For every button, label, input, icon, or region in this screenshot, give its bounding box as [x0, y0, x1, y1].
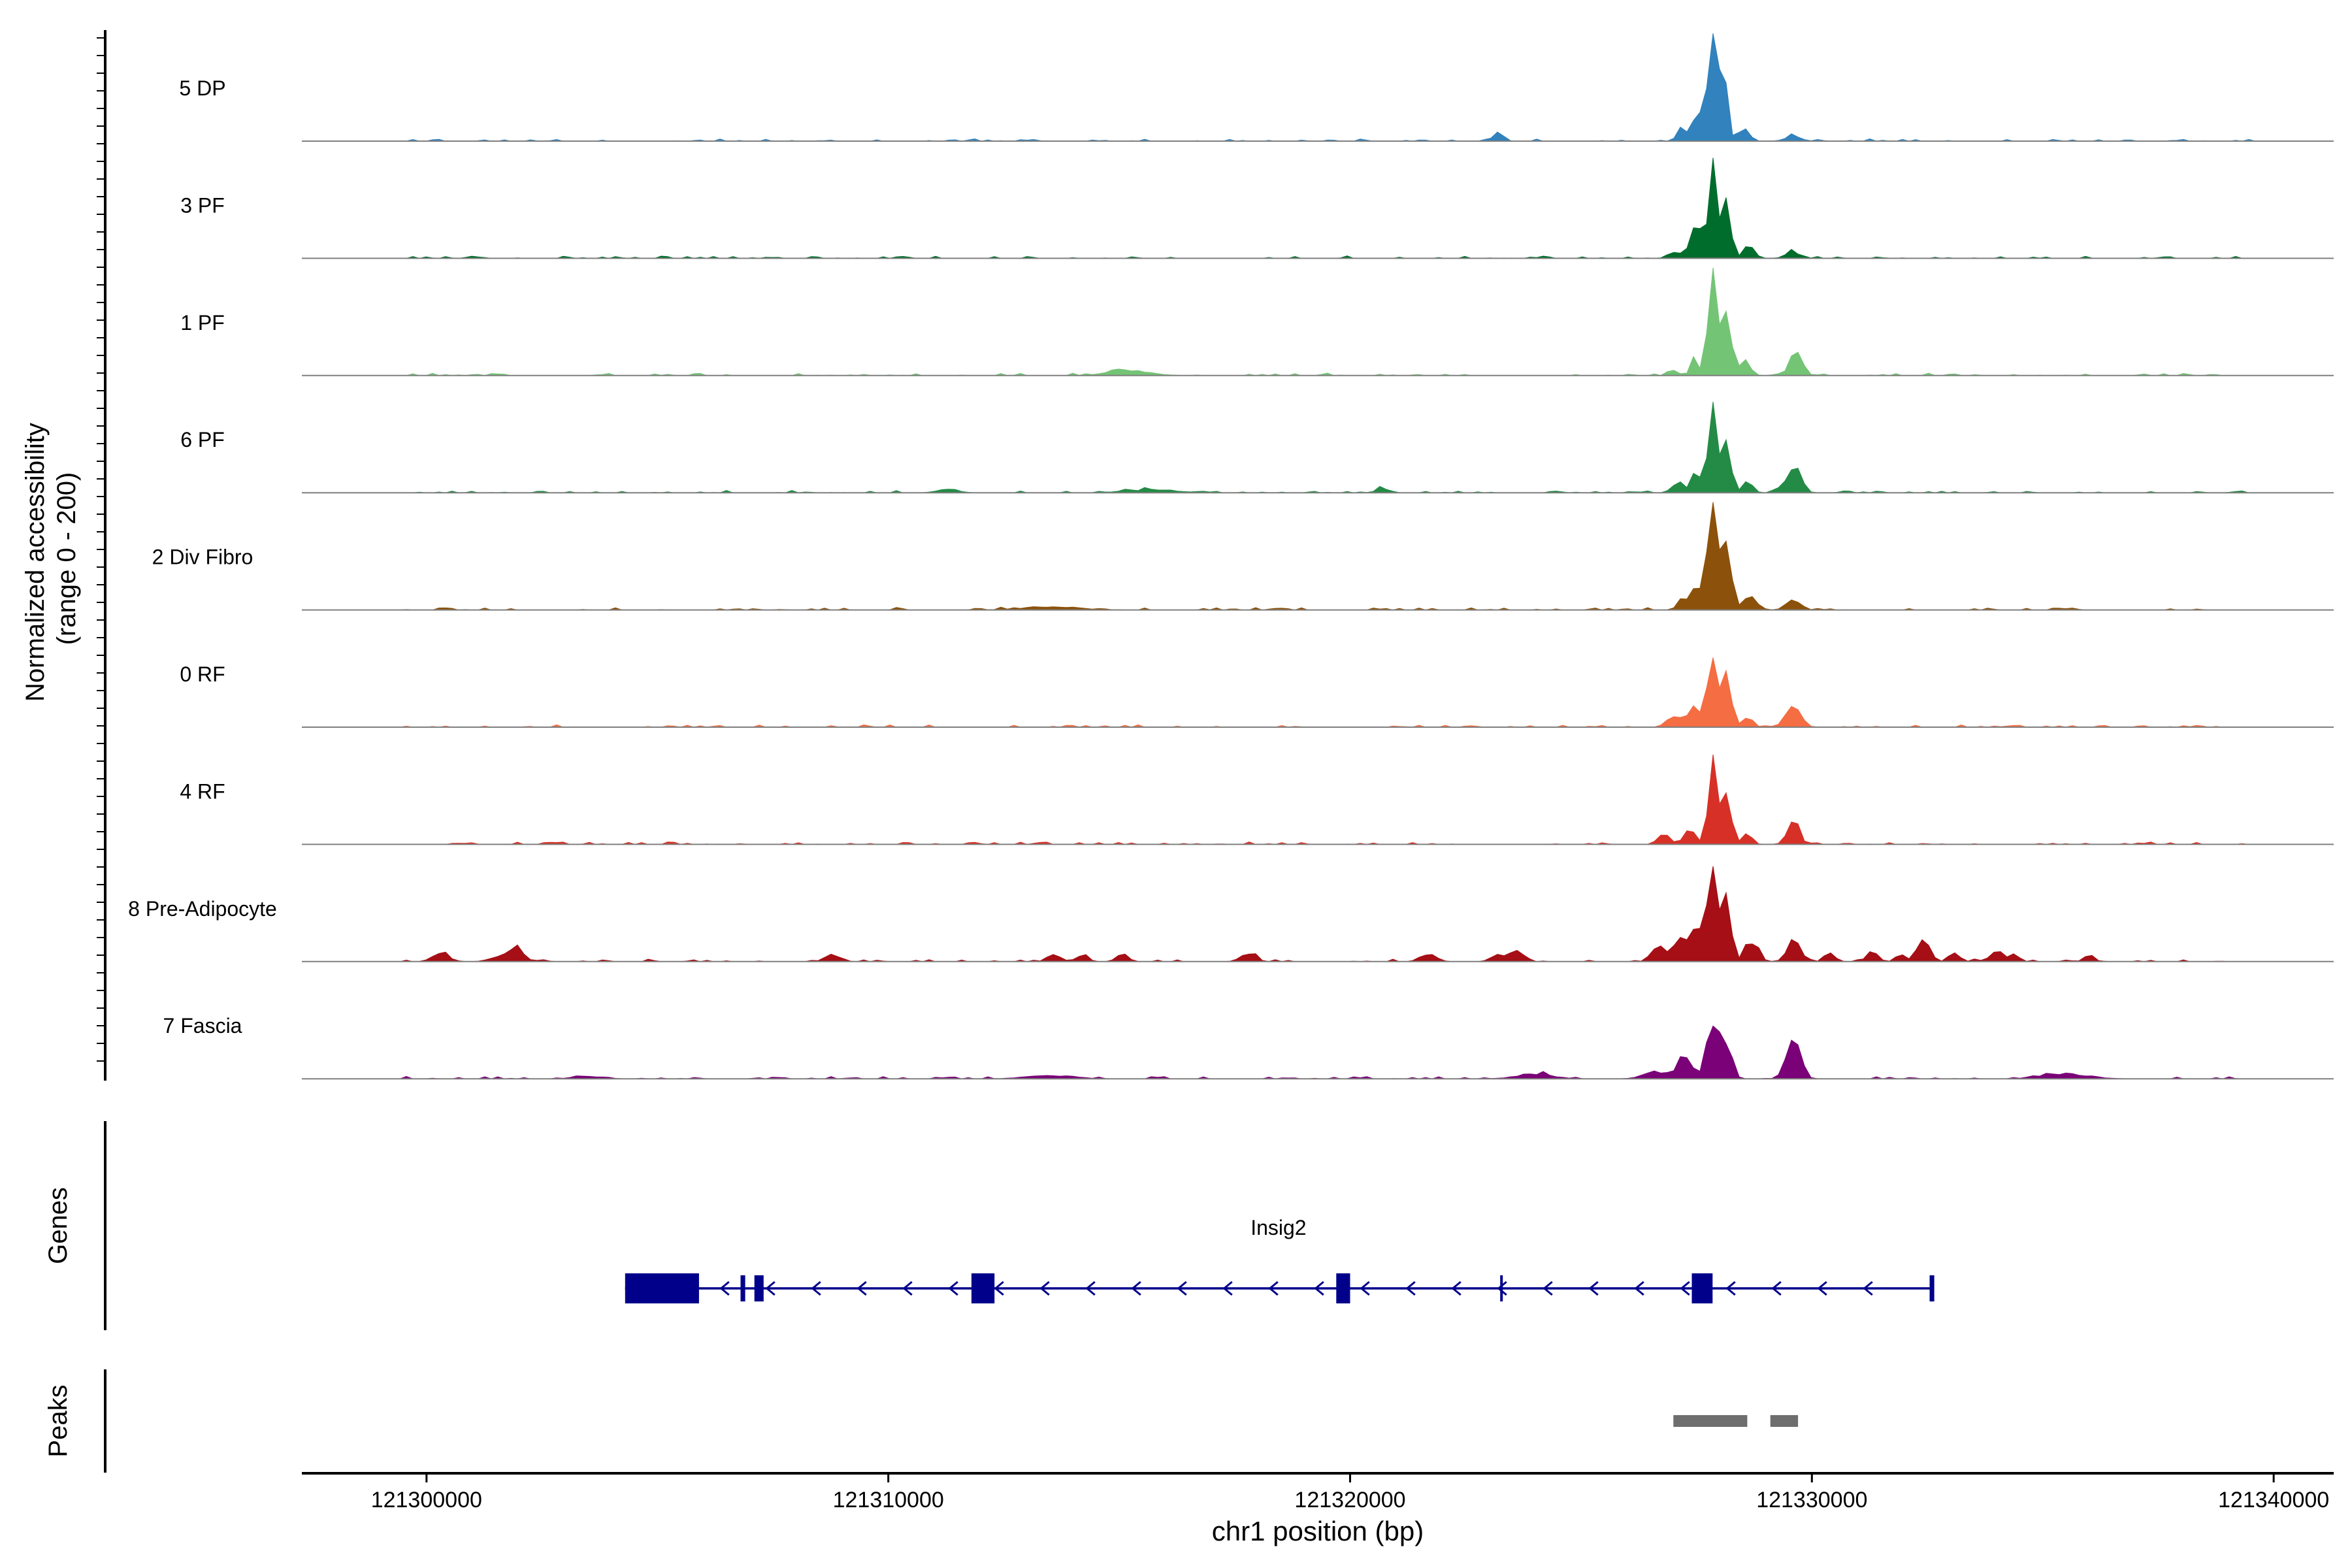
gene-exon — [971, 1273, 995, 1303]
track-label: 3 PF — [180, 193, 225, 217]
x-axis-label: chr1 position (bp) — [1212, 1516, 1424, 1546]
gene-exon — [1500, 1275, 1503, 1301]
x-tick-label: 121330000 — [1756, 1488, 1867, 1512]
peak-region — [1673, 1415, 1748, 1427]
strand-arrow — [994, 1281, 1004, 1296]
strand-arrow — [765, 1281, 776, 1296]
x-axis: 121300000 121310000 121320000 121330000 1213… — [302, 1472, 2334, 1546]
track-label: 4 RF — [180, 779, 225, 803]
strand-arrow — [1039, 1281, 1050, 1296]
gene-exon — [625, 1273, 699, 1303]
strand-arrow — [902, 1281, 913, 1296]
track-5-dp: 5 DP — [179, 33, 2334, 142]
track-label: 8 Pre-Adipocyte — [128, 897, 277, 921]
strand-arrow — [1771, 1281, 1782, 1296]
x-tick-label: 121340000 — [2218, 1488, 2329, 1512]
strand-arrow — [1177, 1281, 1187, 1296]
strand-arrow — [811, 1281, 821, 1296]
strand-arrow — [719, 1281, 730, 1296]
track-label: 2 Div Fibro — [152, 546, 253, 569]
strand-arrow — [1268, 1281, 1279, 1296]
gene-panel: Genes Insig2 — [44, 1121, 1935, 1330]
track-label: 7 Fascia — [163, 1014, 242, 1037]
strand-arrow — [1497, 1281, 1507, 1296]
strand-arrow — [1451, 1281, 1462, 1296]
strand-arrow — [1405, 1281, 1416, 1296]
coverage-y-label: Normalized accessibility (range 0 - 200) — [21, 416, 81, 702]
strand-arrow — [1543, 1281, 1553, 1296]
track-4-rf: 4 RF — [180, 754, 2334, 845]
gene-exon — [1691, 1273, 1713, 1303]
coverage-y-axis-ticks — [97, 37, 105, 1062]
strand-arrow — [1634, 1281, 1644, 1296]
track-6-pf: 6 PF — [180, 401, 2334, 494]
strand-arrow — [1085, 1281, 1096, 1296]
strand-arrow — [1131, 1281, 1141, 1296]
coverage-panel: Normalized accessibility (range 0 - 200)… — [21, 30, 2334, 1081]
track-label: 0 RF — [180, 662, 225, 686]
peak-region — [1770, 1415, 1799, 1427]
track-label: 1 PF — [180, 311, 225, 335]
track-2-div-fibro: 2 Div Fibro — [152, 502, 2334, 611]
track-label: 6 PF — [180, 428, 225, 451]
strand-arrow — [1863, 1281, 1873, 1296]
x-tick-label: 121300000 — [371, 1488, 482, 1512]
strand-arrow — [857, 1281, 867, 1296]
genes-y-label: Genes — [44, 1187, 73, 1264]
gene-exon — [1929, 1275, 1935, 1301]
gene-name-label: Insig2 — [1250, 1216, 1306, 1239]
peak-panel: Peaks — [44, 1369, 1799, 1473]
x-tick-label: 121310000 — [833, 1488, 944, 1512]
strand-arrow — [1314, 1281, 1324, 1296]
gene-exon — [740, 1275, 745, 1301]
track-1-pf: 1 PF — [180, 267, 2334, 376]
track-8-pre-adipocyte: 8 Pre-Adipocyte — [128, 866, 2334, 962]
strand-arrow — [948, 1281, 958, 1296]
track-label: 5 DP — [179, 76, 225, 100]
gene-exon — [754, 1275, 764, 1301]
gene-model-insig2 — [625, 1273, 1935, 1303]
strand-arrow — [1725, 1281, 1736, 1296]
track-7-fascia: 7 Fascia — [163, 1014, 2334, 1080]
gene-exon — [1336, 1273, 1350, 1303]
strand-arrow — [1360, 1281, 1370, 1296]
track-0-rf: 0 RF — [180, 657, 2334, 728]
track-3-pf: 3 PF — [180, 157, 2334, 259]
strand-arrow — [1222, 1281, 1233, 1296]
strand-arrow — [1588, 1281, 1599, 1296]
strand-arrow — [1817, 1281, 1827, 1296]
x-tick-label: 121320000 — [1294, 1488, 1405, 1512]
peaks-y-label: Peaks — [44, 1384, 73, 1457]
strand-arrow — [1680, 1281, 1690, 1296]
